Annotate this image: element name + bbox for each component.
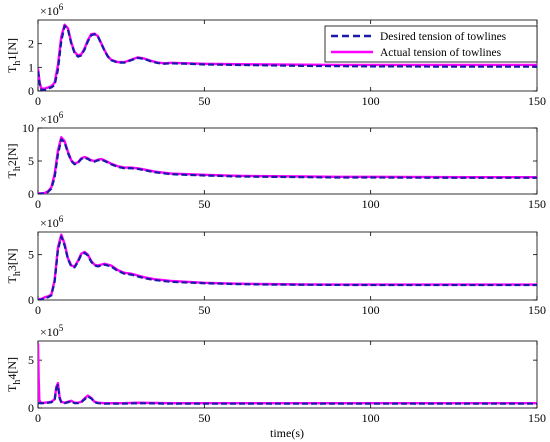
y-axis-label: Th4[N]	[5, 357, 23, 392]
x-axis-label: time(s)	[270, 426, 304, 440]
x-tick-label: 50	[198, 303, 210, 317]
chart-panel-4: 0 50 100 150 0 5 ×105 Th4[N]	[5, 323, 546, 425]
x-tick-label: 150	[528, 303, 546, 317]
y-axis-label: Th3[N]	[5, 248, 23, 283]
x-tick-label: 100	[362, 411, 380, 425]
x-tick-label: 50	[198, 94, 210, 108]
plot-area	[37, 127, 538, 195]
chart-panel-3: 0 50 100 150 0 5 ×106 Th3[N]	[5, 214, 546, 317]
legend-label-desired: Desired tension of towlines	[380, 31, 507, 43]
legend-label-actual: Actual tension of towlines	[380, 47, 502, 59]
chart-panel-2: 0 50 100 150 0 5 10 ×106 Th2[N]	[5, 110, 546, 211]
y-tick-label: 5	[28, 248, 34, 262]
x-tick-label: 0	[35, 94, 41, 108]
y-axis-label: Th2[N]	[5, 143, 23, 178]
plot-area	[37, 340, 538, 409]
y-tick-label: 2	[28, 37, 34, 51]
y-tick-label: 5	[28, 154, 34, 168]
x-tick-label: 150	[528, 94, 546, 108]
x-tick-label: 150	[528, 411, 546, 425]
y-axis-label: Th1[N]	[5, 38, 23, 73]
x-tick-label: 100	[362, 197, 380, 211]
y-exponent-label: ×106	[40, 214, 64, 230]
series-line-desired	[38, 138, 537, 194]
x-tick-label: 100	[362, 94, 380, 108]
series-line-desired	[38, 235, 537, 300]
plot-area	[37, 231, 538, 301]
x-tick-label: 50	[198, 411, 210, 425]
x-tick-label: 50	[198, 197, 210, 211]
chart-panel-1: 0 50 100 150 0 1 2 ×106 Th1[N]	[5, 2, 546, 108]
x-tick-label: 0	[35, 411, 41, 425]
series-line-actual	[38, 342, 537, 405]
y-exponent-label: ×105	[40, 323, 64, 339]
legend-box	[324, 25, 538, 63]
y-tick-label: 5	[28, 353, 34, 367]
y-exponent-label: ×106	[40, 2, 64, 18]
x-tick-label: 150	[528, 197, 546, 211]
y-tick-label: 10	[22, 121, 34, 135]
y-tick-label: 0	[28, 187, 34, 201]
y-tick-label: 0	[28, 293, 34, 307]
series-line-desired	[38, 383, 537, 405]
y-tick-label: 0	[28, 401, 34, 415]
y-tick-label: 1	[28, 60, 34, 74]
series-line-desired	[38, 24, 537, 91]
x-tick-label: 100	[362, 303, 380, 317]
y-exponent-label: ×106	[40, 110, 64, 126]
y-tick-label: 0	[28, 84, 34, 98]
x-tick-label: 0	[35, 197, 41, 211]
legend: Desired tension of towlines Actual tensi…	[324, 25, 538, 63]
x-tick-label: 0	[35, 303, 41, 317]
